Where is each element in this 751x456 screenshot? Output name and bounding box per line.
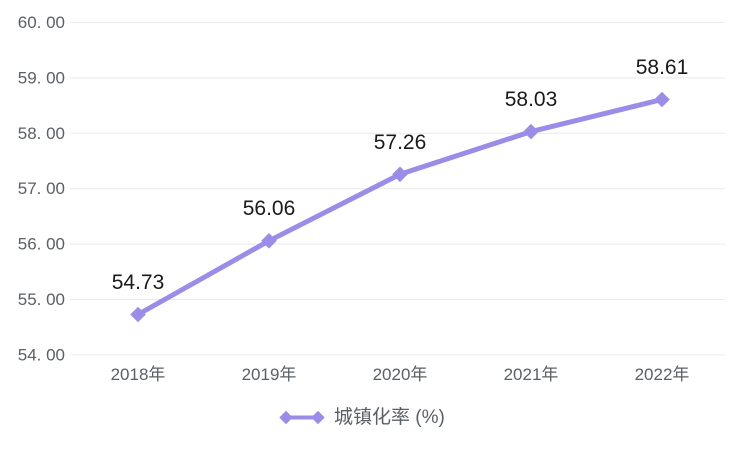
svg-text:56.06: 56.06 [243, 197, 296, 220]
svg-text:2018年: 2018年 [111, 365, 166, 384]
svg-text:57.26: 57.26 [374, 131, 427, 154]
svg-text:2020年: 2020年 [373, 365, 428, 384]
svg-text:58.61: 58.61 [636, 56, 689, 79]
svg-text:57. 00: 57. 00 [18, 179, 65, 198]
svg-text:56. 00: 56. 00 [18, 235, 65, 254]
svg-text:58. 00: 58. 00 [18, 124, 65, 143]
svg-text:60. 00: 60. 00 [18, 13, 65, 32]
svg-text:城镇化率 (%): 城镇化率 (%) [334, 406, 445, 428]
svg-text:2021年: 2021年 [504, 365, 559, 384]
svg-text:2019年: 2019年 [242, 365, 297, 384]
svg-text:59. 00: 59. 00 [18, 68, 65, 87]
svg-text:58.03: 58.03 [505, 88, 558, 111]
svg-text:54. 00: 54. 00 [18, 345, 65, 364]
svg-text:2022年: 2022年 [635, 365, 690, 384]
svg-text:55. 00: 55. 00 [18, 290, 65, 309]
svg-text:54.73: 54.73 [112, 271, 165, 294]
